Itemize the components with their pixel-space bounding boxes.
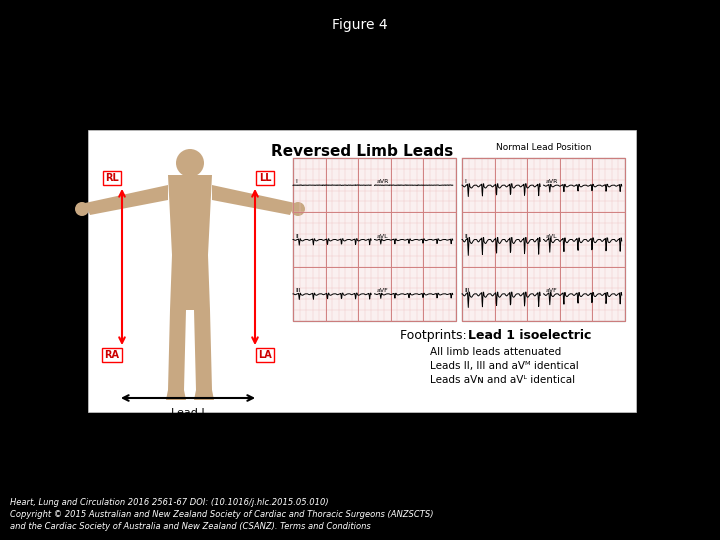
- Text: I: I: [295, 179, 297, 184]
- Text: RA: RA: [104, 350, 120, 360]
- Bar: [293, 158, 456, 321]
- Text: III: III: [464, 288, 469, 293]
- Text: Leads aVɴ and aVᴸ identical: Leads aVɴ and aVᴸ identical: [431, 375, 575, 385]
- Text: Leads II, III and aVᴹ identical: Leads II, III and aVᴹ identical: [431, 361, 579, 371]
- Text: Reversed Limb Leads: Reversed Limb Leads: [271, 144, 453, 159]
- Text: I: I: [464, 179, 466, 184]
- Polygon shape: [194, 310, 212, 390]
- Text: Lead I: Lead I: [171, 408, 204, 418]
- Text: Normal Lead Position: Normal Lead Position: [496, 143, 591, 152]
- Polygon shape: [212, 185, 295, 215]
- Polygon shape: [168, 310, 186, 390]
- Bar: [88, 130, 636, 412]
- Text: aVR: aVR: [546, 179, 558, 184]
- Text: aVF: aVF: [377, 288, 388, 293]
- Polygon shape: [166, 390, 186, 400]
- Text: Lead 1 isoelectric: Lead 1 isoelectric: [468, 329, 592, 342]
- Text: aVR: aVR: [377, 179, 389, 184]
- Text: Copyright © 2015 Australian and New Zealand Society of Cardiac and Thoracic Surg: Copyright © 2015 Australian and New Zeal…: [10, 510, 433, 519]
- Circle shape: [291, 202, 305, 216]
- Circle shape: [75, 202, 89, 216]
- Text: II: II: [295, 233, 299, 239]
- Polygon shape: [85, 185, 168, 215]
- Text: II: II: [464, 233, 468, 239]
- Bar: [462, 158, 625, 321]
- Text: aVL: aVL: [377, 233, 388, 239]
- Polygon shape: [183, 175, 197, 176]
- Text: Footprints:: Footprints:: [400, 329, 471, 342]
- Text: Heart, Lung and Circulation 2016 2561-67 DOI: (10.1016/j.hlc.2015.05.010): Heart, Lung and Circulation 2016 2561-67…: [10, 498, 328, 507]
- Text: All limb leads attenuated: All limb leads attenuated: [431, 347, 562, 357]
- Text: RL: RL: [105, 173, 119, 183]
- Text: LL: LL: [258, 173, 271, 183]
- Polygon shape: [168, 175, 212, 310]
- Circle shape: [176, 149, 204, 177]
- Polygon shape: [194, 390, 214, 400]
- Text: LA: LA: [258, 350, 272, 360]
- Text: III: III: [295, 288, 301, 293]
- Text: aVL: aVL: [546, 233, 557, 239]
- Text: and the Cardiac Society of Australia and New Zealand (CSANZ). Terms and Conditio: and the Cardiac Society of Australia and…: [10, 522, 371, 531]
- Text: aVF: aVF: [546, 288, 557, 293]
- Text: Figure 4: Figure 4: [332, 18, 388, 32]
